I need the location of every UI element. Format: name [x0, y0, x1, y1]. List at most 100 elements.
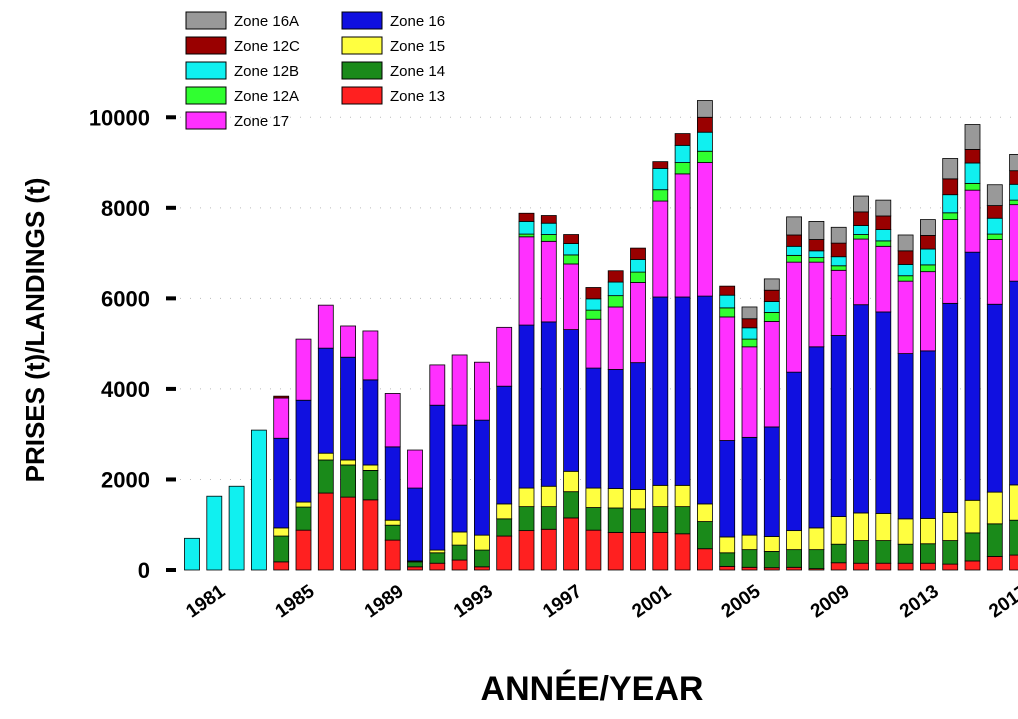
bar-segment: [674, 296, 691, 486]
bar-segment: [362, 379, 379, 466]
bar-segment: [719, 440, 736, 538]
bar-segment: [674, 533, 691, 571]
bar-segment: [585, 507, 602, 531]
bar-segment: [830, 242, 847, 258]
bar-segment: [563, 491, 579, 519]
bar-segment: [362, 499, 379, 571]
bar-segment: [1009, 554, 1018, 571]
legend-label: Zone 14: [390, 63, 445, 80]
bar-segment: [942, 540, 959, 565]
y-tick-label: 0: [138, 558, 150, 583]
bar-segment: [786, 549, 802, 568]
bar-segment: [607, 270, 624, 283]
bar-segment: [697, 503, 713, 522]
legend-label: Zone 12B: [234, 63, 299, 80]
bar-segment: [830, 269, 847, 336]
bar-segment: [719, 552, 736, 567]
bar-segment: [429, 404, 446, 551]
x-tick-label: 1993: [450, 581, 497, 622]
bar-segment: [429, 549, 446, 554]
legend-swatch: [185, 86, 227, 105]
bar-segment: [630, 282, 646, 364]
bar-segment: [540, 240, 557, 323]
bar-segment: [897, 264, 914, 277]
bar-segment: [763, 289, 780, 302]
bar-segment: [830, 543, 847, 564]
bar-segment: [830, 226, 847, 244]
bar-segment: [540, 321, 557, 487]
bar-segment: [407, 561, 423, 568]
bar-segment: [451, 559, 468, 571]
bar-segment: [473, 419, 490, 536]
bar-segment: [540, 222, 557, 235]
bar-segment: [473, 361, 490, 421]
bar-segment: [295, 506, 312, 531]
bar-segment: [585, 287, 602, 300]
bar-segment: [563, 234, 579, 244]
bar-segment: [652, 484, 669, 508]
y-tick-label: 6000: [101, 286, 150, 311]
bar-segment: [942, 158, 959, 180]
bar-segment: [875, 240, 892, 247]
bar-segment: [1009, 204, 1018, 282]
bar-segment: [697, 131, 713, 152]
bar-segment: [786, 530, 802, 551]
bar-segment: [273, 437, 290, 529]
legend-label: Zone 12C: [234, 38, 300, 55]
bar-segment: [763, 301, 780, 313]
bar-segment: [964, 532, 981, 562]
bar-segment: [273, 527, 290, 537]
legend-swatch: [341, 61, 383, 80]
bar-segment: [674, 144, 691, 163]
bar-segment: [741, 318, 758, 329]
x-tick-label: 2005: [718, 581, 765, 623]
bar-segment: [473, 534, 490, 551]
bar-segment: [964, 499, 981, 534]
bar-segment: [518, 220, 535, 235]
bar-segment: [473, 549, 490, 568]
bar-segment: [563, 263, 579, 331]
legend-label: Zone 15: [390, 38, 445, 55]
bar-segment: [317, 452, 334, 461]
bar-segment: [719, 316, 736, 441]
bar-segment: [830, 562, 847, 571]
bar-segment: [384, 524, 401, 541]
bar-segment: [808, 257, 825, 263]
bar-segment: [607, 281, 624, 297]
bar-segment: [853, 512, 869, 541]
bar-segment: [518, 233, 535, 238]
bar-segment: [719, 565, 736, 571]
bar-segment: [652, 189, 669, 202]
bar-segment: [964, 189, 981, 253]
bar-segment: [741, 566, 758, 571]
bar-segment: [384, 539, 401, 571]
bar-segment: [964, 149, 981, 164]
bar-segment: [875, 513, 892, 541]
bar-segment: [920, 219, 936, 236]
x-tick-label: 2013: [896, 581, 943, 622]
bar-segment: [496, 385, 513, 505]
bar-segment: [741, 346, 758, 438]
bar-segment: [920, 517, 936, 545]
bar-segment: [920, 543, 936, 564]
legend-swatch: [341, 36, 383, 55]
bar-segment: [786, 216, 802, 236]
bar-segment: [585, 318, 602, 369]
legend-swatch: [185, 111, 227, 130]
x-tick-label: 1985: [272, 581, 319, 623]
bar-segment: [719, 307, 736, 318]
bar-segment: [741, 549, 758, 568]
legend-label: Zone 16A: [234, 13, 299, 30]
bar-segment: [429, 552, 446, 564]
bar-segment: [652, 161, 669, 169]
bar-segment: [697, 162, 713, 297]
bar-segment: [786, 566, 802, 571]
bar-segment: [585, 487, 602, 508]
bar-segment: [630, 271, 646, 283]
bar-segment: [964, 162, 981, 184]
bar-segment: [273, 397, 290, 439]
bar-segment: [786, 254, 802, 263]
bar-segment: [897, 518, 914, 545]
bar-segment: [964, 182, 981, 191]
bar-segment: [295, 338, 312, 401]
